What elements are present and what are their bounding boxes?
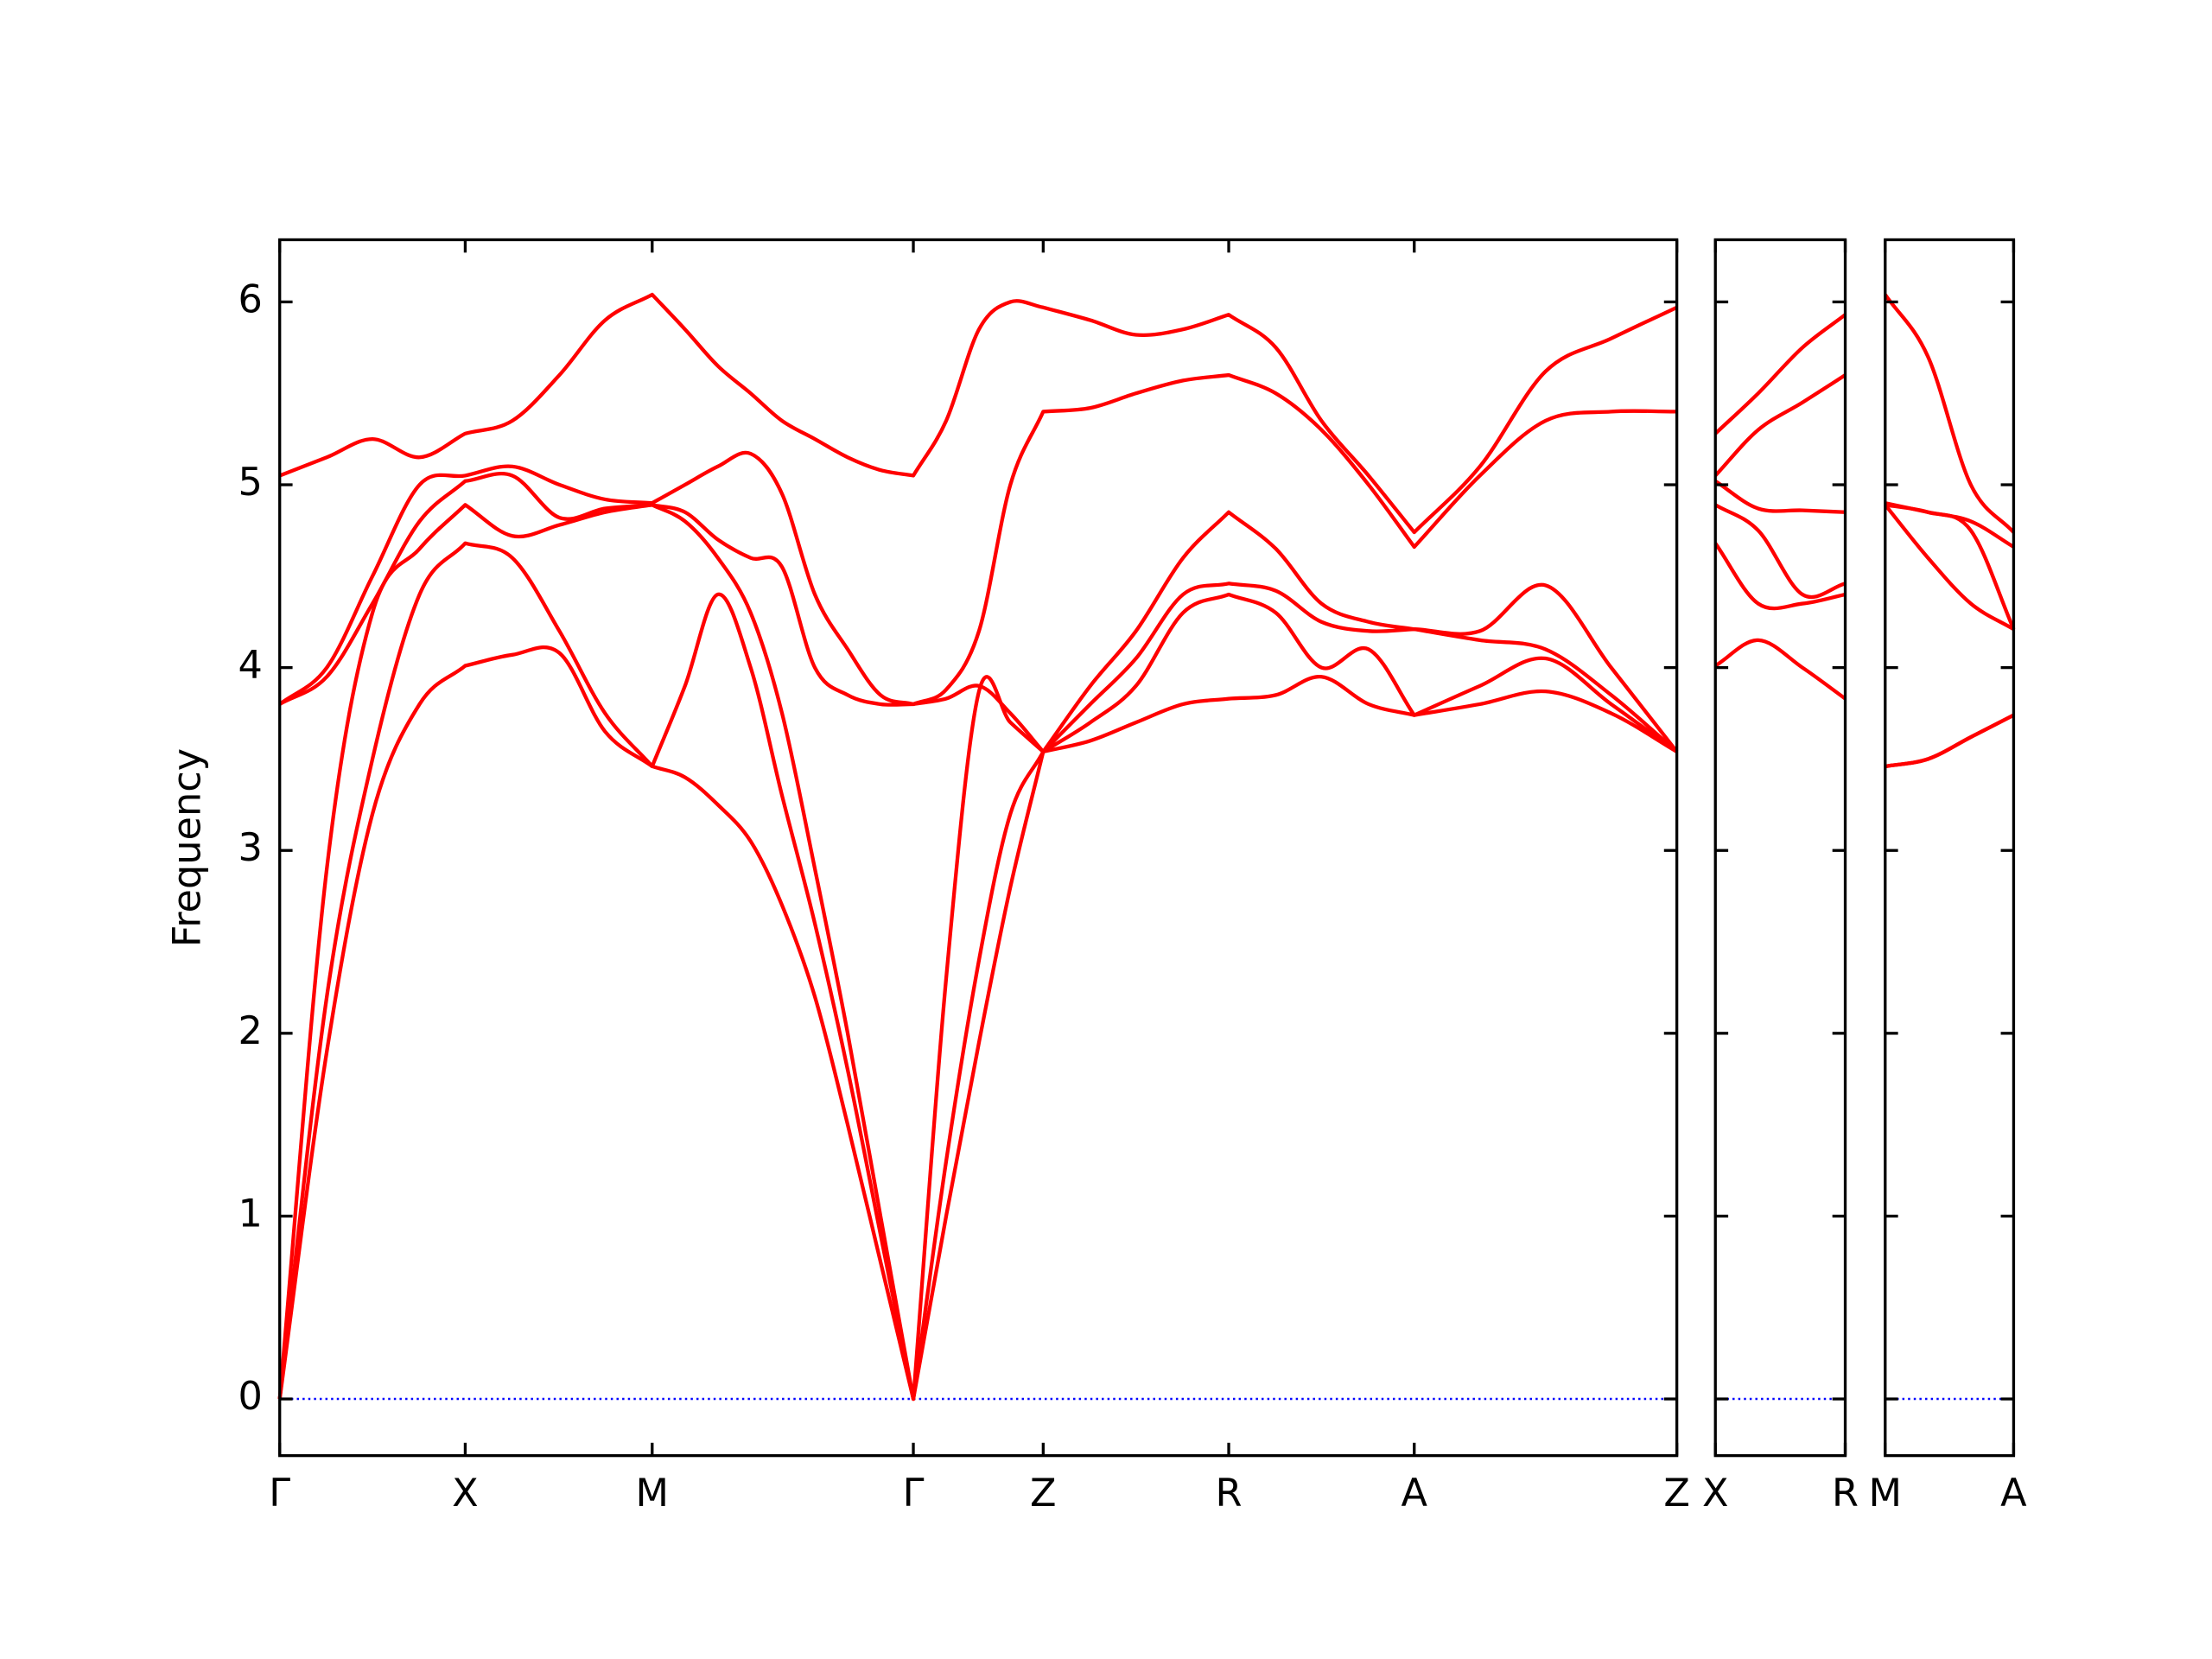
band-line <box>1885 503 2016 631</box>
band-line <box>1714 479 1846 514</box>
x-tick-label: Z <box>1663 1471 1690 1516</box>
x-tick-label: Γ <box>269 1471 290 1516</box>
y-tick-label: 2 <box>238 1008 263 1053</box>
band-line <box>1885 501 2015 549</box>
y-tick-label: 6 <box>238 276 263 321</box>
x-tick-label: A <box>1401 1471 1427 1516</box>
y-tick-label: 1 <box>238 1191 263 1236</box>
band-line <box>277 645 1678 1402</box>
band-line <box>1885 713 2015 769</box>
y-tick-label: 3 <box>238 825 263 870</box>
band-line <box>1884 293 2016 534</box>
plot-frame <box>278 238 1679 1458</box>
x-tick-label: M <box>636 1471 669 1516</box>
x-tick-label: Z <box>1030 1471 1057 1516</box>
x-tick-label: X <box>452 1471 479 1516</box>
y-axis-label: Frequency <box>165 748 210 947</box>
band-line <box>1714 503 1847 600</box>
band-line <box>278 292 1678 535</box>
band-line <box>1884 503 2015 632</box>
band-line <box>1714 638 1847 701</box>
y-tick-label: 4 <box>238 643 263 688</box>
band-line <box>278 372 1677 707</box>
band-line <box>1713 373 1847 477</box>
x-tick-label: M <box>1869 1471 1902 1516</box>
x-tick-label: R <box>1216 1471 1243 1516</box>
x-tick-label: X <box>1702 1471 1729 1516</box>
x-tick-label: A <box>2000 1471 2027 1516</box>
plot-frame <box>1713 238 1847 1458</box>
x-tick-label: Γ <box>903 1471 925 1516</box>
band-line <box>278 472 1679 754</box>
y-tick-label: 5 <box>238 460 263 505</box>
band-line <box>277 541 1678 1402</box>
band-line <box>1713 542 1846 611</box>
x-tick-label: R <box>1832 1471 1859 1516</box>
plot-frame <box>1884 238 2016 1458</box>
band-line <box>1885 713 2015 769</box>
y-tick-label: 0 <box>238 1374 263 1419</box>
band-line <box>1713 313 1847 435</box>
band-line <box>277 503 1679 1402</box>
